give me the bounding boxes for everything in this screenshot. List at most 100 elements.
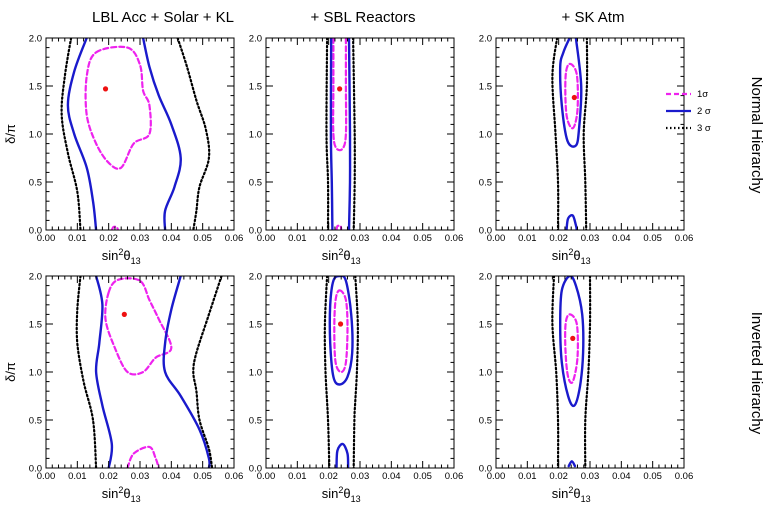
contour-3sigma: [352, 38, 356, 230]
y-tick-label: 0.5: [249, 416, 262, 427]
x-tick-label: 0.01: [288, 233, 307, 244]
y-tick-label: 0.0: [29, 226, 42, 237]
contour-3sigma: [192, 276, 223, 468]
x-axis-label-sup: 2: [118, 247, 123, 257]
x-tick-label: 0.06: [445, 471, 464, 482]
y-axis-label: δ/π: [3, 362, 18, 382]
x-tick-label: 0.00: [487, 471, 506, 482]
x-axis-label-sub: 13: [581, 494, 591, 504]
x-tick-label: 0.04: [162, 233, 181, 244]
contour-2sigma: [328, 276, 354, 386]
x-tick-label: 0.05: [413, 233, 432, 244]
contour-2sigma: [94, 276, 114, 468]
x-tick-label: 0.06: [675, 233, 694, 244]
x-tick-label: 0.05: [413, 471, 432, 482]
contour-3sigma: [176, 38, 211, 230]
x-axis-label-main: sin: [322, 486, 339, 501]
legend-label-2sigma: 2 σ: [697, 106, 711, 117]
x-tick-label: 0.01: [288, 471, 307, 482]
x-tick-label: 0.03: [581, 233, 600, 244]
x-axis-label: sin2θ13: [322, 247, 361, 266]
y-tick-label: 1.0: [249, 368, 262, 379]
legend: 1σ 2 σ 3 σ: [666, 89, 711, 134]
x-axis-label-main: sin: [552, 248, 569, 263]
y-tick-label: 1.5: [249, 82, 262, 93]
x-tick-label: 0.04: [382, 233, 401, 244]
x-tick-label: 0.04: [382, 471, 401, 482]
y-tick-label: 2.0: [479, 272, 492, 283]
contours: [75, 276, 223, 468]
contour-2sigma: [567, 460, 577, 468]
y-tick-label: 1.0: [249, 130, 262, 141]
x-axis-label-main: sin: [552, 486, 569, 501]
x-tick-label: 0.03: [581, 471, 600, 482]
plot-frame: [495, 37, 685, 231]
y-tick-label: 0.5: [249, 178, 262, 189]
contour-1sigma: [564, 313, 579, 384]
x-axis-label-sub: 13: [581, 256, 591, 266]
x-tick-label: 0.04: [162, 471, 181, 482]
plot-frame: [265, 37, 455, 231]
panel: 0.00 0.01 0.02 0.03 0.04 0.05 0.06 0.0 0.5 1.0 1.5…: [479, 34, 693, 267]
x-axis-label-sub: 13: [131, 494, 141, 504]
contour-2sigma: [558, 276, 585, 408]
panel: 0.00 0.01 0.02 0.03 0.04 0.05 0.06 0.0 0.5 1.0 1.5…: [479, 272, 693, 505]
contours: [60, 38, 211, 230]
contours: [323, 276, 359, 468]
x-axis-label-sub: 13: [351, 256, 361, 266]
x-axis-label: sin2θ13: [552, 485, 591, 504]
legend-label-1sigma: 1σ: [697, 89, 708, 100]
y-tick-label: 0.0: [29, 464, 42, 475]
contour-2sigma: [565, 214, 578, 230]
x-tick-label: 0.00: [37, 233, 56, 244]
x-axis-label: sin2θ13: [552, 247, 591, 266]
panel: 0.00 0.01 0.02 0.03 0.04 0.05 0.06 0.0 0.5 1.0 1.5…: [3, 272, 243, 505]
contour-3sigma: [551, 276, 560, 468]
x-tick-label: 0.02: [99, 471, 118, 482]
x-axis-label: sin2θ13: [102, 247, 141, 266]
x-axis-label-theta: θ: [343, 486, 350, 501]
y-tick-label: 1.5: [29, 320, 42, 331]
contour-2sigma: [558, 38, 583, 148]
contour-3sigma: [582, 38, 589, 230]
y-tick-label: 0.5: [479, 416, 492, 427]
y-tick-label: 2.0: [29, 34, 42, 45]
x-axis-label-main: sin: [102, 486, 119, 501]
y-tick-label: 2.0: [249, 34, 262, 45]
best-fit-point: [102, 86, 109, 92]
contour-2sigma: [66, 38, 98, 230]
x-tick-label: 0.01: [518, 233, 537, 244]
x-tick-label: 0.06: [225, 471, 244, 482]
x-tick-label: 0.03: [131, 233, 150, 244]
x-tick-label: 0.01: [68, 233, 87, 244]
x-tick-label: 0.05: [643, 471, 662, 482]
y-tick-label: 1.0: [29, 368, 42, 379]
y-tick-label: 1.0: [479, 130, 492, 141]
x-axis-label: sin2θ13: [102, 485, 141, 504]
x-axis-label-theta: θ: [123, 486, 130, 501]
y-tick-label: 2.0: [249, 272, 262, 283]
contour-2sigma: [162, 276, 211, 468]
x-tick-label: 0.02: [319, 233, 338, 244]
x-tick-label: 0.02: [99, 233, 118, 244]
y-tick-label: 2.0: [479, 34, 492, 45]
x-tick-label: 0.06: [445, 233, 464, 244]
contour-1sigma: [84, 45, 152, 170]
panel: 0.00 0.01 0.02 0.03 0.04 0.05 0.06 0.0 0.5 1.0 1.5…: [249, 272, 463, 505]
x-axis-label-theta: θ: [123, 248, 130, 263]
best-fit-point: [337, 86, 343, 92]
x-tick-label: 0.05: [643, 233, 662, 244]
x-tick-label: 0.00: [37, 471, 56, 482]
column-title: + SBL Reactors: [311, 9, 416, 26]
x-axis-label-sup: 2: [568, 247, 573, 257]
y-tick-label: 0.0: [249, 226, 262, 237]
x-tick-label: 0.00: [257, 471, 276, 482]
x-axis-label-sup: 2: [118, 485, 123, 495]
y-tick-label: 1.0: [29, 130, 42, 141]
x-tick-label: 0.01: [518, 471, 537, 482]
x-tick-label: 0.03: [351, 233, 370, 244]
x-tick-label: 0.00: [487, 233, 506, 244]
legend-label-3sigma: 3 σ: [697, 123, 711, 134]
x-tick-label: 0.05: [193, 471, 212, 482]
